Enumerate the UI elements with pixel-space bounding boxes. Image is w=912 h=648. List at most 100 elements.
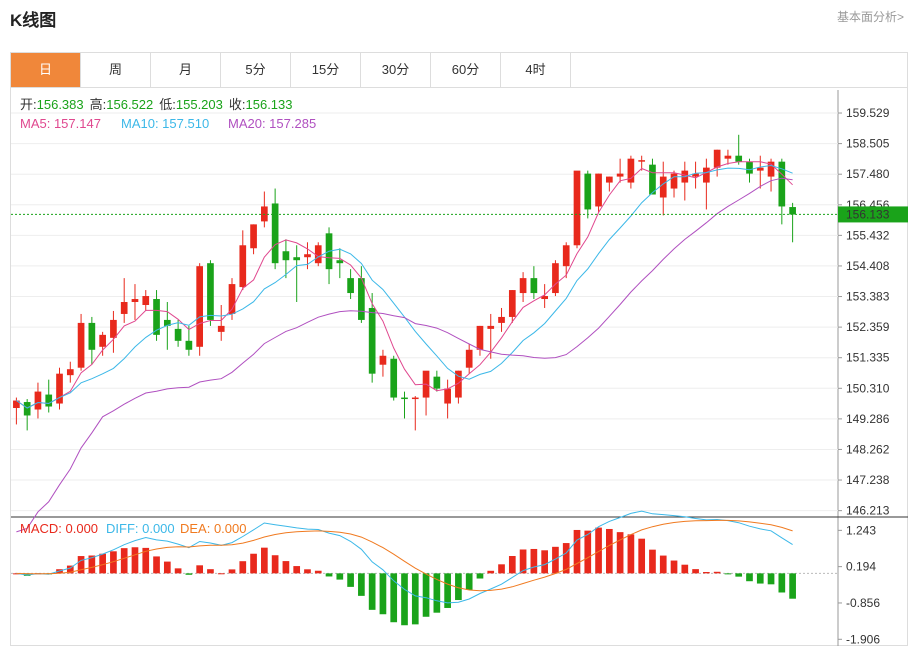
- candle-body: [13, 400, 20, 409]
- macd-bar: [185, 573, 193, 575]
- tab-4[interactable]: 15分: [291, 53, 361, 87]
- tab-5[interactable]: 30分: [361, 53, 431, 87]
- candle-body: [638, 160, 646, 162]
- price-tick-label: 151.335: [846, 351, 890, 365]
- candle-body: [530, 278, 538, 294]
- ma5-line: [16, 161, 793, 409]
- macd-bar: [735, 573, 743, 577]
- macd-bar: [692, 569, 699, 574]
- tab-1[interactable]: 周: [81, 53, 151, 87]
- ohlc-info-text: 156.383: [37, 97, 84, 112]
- candle-body: [368, 307, 376, 374]
- macd-bar: [713, 571, 721, 574]
- price-tick-label: 152.359: [846, 320, 890, 334]
- macd-bar: [271, 555, 279, 574]
- macd-bar: [153, 556, 160, 574]
- candle-body: [541, 296, 548, 300]
- candle-body: [692, 173, 699, 177]
- macd-bar: [368, 573, 376, 610]
- fundamental-analysis-link[interactable]: 基本面分析>: [836, 10, 904, 24]
- macd-bar: [411, 573, 419, 625]
- macd-tick-label: 1.243: [846, 523, 876, 537]
- candle-body: [358, 278, 365, 320]
- candle-body: [336, 260, 344, 264]
- macd-bar: [595, 527, 602, 574]
- candle-body: [465, 349, 473, 368]
- candle-body: [411, 397, 419, 400]
- price-tick-label: 157.480: [846, 167, 890, 181]
- tab-2[interactable]: 月: [151, 53, 221, 87]
- candle-body: [66, 369, 74, 376]
- ma20-value: MA20: 157.285: [228, 116, 316, 131]
- candle-body: [552, 263, 559, 294]
- macd-bar: [649, 549, 656, 574]
- tab-7[interactable]: 4时: [501, 53, 571, 87]
- macd-bar: [562, 543, 570, 574]
- candle-body: [584, 173, 592, 210]
- tab-3[interactable]: 5分: [221, 53, 291, 87]
- ohlc-info-text: 高:: [90, 97, 107, 112]
- tab-0[interactable]: 日: [11, 53, 81, 87]
- macd-bar: [605, 528, 613, 574]
- dea-value: DEA: 0.000: [180, 521, 247, 536]
- macd-bar: [756, 573, 764, 584]
- candle-body: [120, 302, 128, 314]
- candle-body: [627, 158, 635, 183]
- candle-body: [724, 155, 732, 159]
- macd-bar: [390, 573, 398, 623]
- candle-body: [789, 207, 796, 215]
- candle-body: [261, 206, 268, 222]
- macd-bar: [552, 546, 559, 574]
- price-tick-label: 149.286: [846, 412, 890, 426]
- candle-body: [142, 296, 150, 305]
- ohlc-info-text: 开:: [20, 97, 37, 112]
- candle-body: [713, 149, 721, 168]
- candle-body: [163, 319, 171, 326]
- candle-body: [239, 245, 247, 288]
- ma20-line: [16, 177, 793, 533]
- period-tabs: 日周月 5分 15分 30分 60分 4时: [10, 52, 908, 88]
- macd-bar: [120, 548, 128, 574]
- macd-bar: [584, 530, 592, 574]
- candle-body: [347, 278, 354, 294]
- macd-bar: [616, 532, 624, 574]
- diff-value: DIFF: 0.000: [106, 521, 175, 536]
- ma10-line: [16, 164, 793, 409]
- candle-body: [110, 319, 117, 338]
- candle-body: [88, 322, 96, 350]
- macd-bar: [670, 560, 678, 574]
- last-price-label: 156.133: [846, 207, 890, 221]
- candle-body: [746, 161, 753, 174]
- macd-bar: [498, 564, 505, 574]
- price-tick-label: 153.383: [846, 290, 890, 304]
- candle-body: [573, 170, 581, 246]
- candle-body: [34, 391, 42, 410]
- ohlc-info-text: 收:: [229, 97, 246, 112]
- macd-bar: [789, 573, 796, 599]
- price-tick-label: 155.432: [846, 228, 890, 242]
- macd-bar: [239, 561, 247, 574]
- macd-bar: [110, 551, 117, 574]
- candle-body: [379, 355, 387, 365]
- candle-body: [228, 284, 236, 314]
- candle-body: [498, 316, 505, 323]
- macd-bar: [88, 555, 96, 574]
- candle-body: [207, 263, 214, 320]
- macd-bar: [681, 564, 689, 574]
- macd-bar: [174, 568, 182, 574]
- candle-body: [778, 161, 786, 207]
- candle-body: [282, 251, 290, 261]
- candle-body: [314, 245, 322, 264]
- dea-line: [16, 519, 793, 592]
- macd-bar: [573, 529, 581, 574]
- macd-tick-label: 0.194: [846, 560, 876, 574]
- tab-6[interactable]: 60分: [431, 53, 501, 87]
- macd-bar: [519, 549, 527, 574]
- candle-body: [293, 257, 301, 261]
- macd-bar: [508, 555, 516, 574]
- macd-bar: [66, 565, 74, 574]
- macd-bar: [455, 573, 462, 601]
- candle-body: [390, 358, 398, 398]
- ohlc-info-text: 155.203: [176, 97, 223, 112]
- macd-bar: [638, 538, 646, 574]
